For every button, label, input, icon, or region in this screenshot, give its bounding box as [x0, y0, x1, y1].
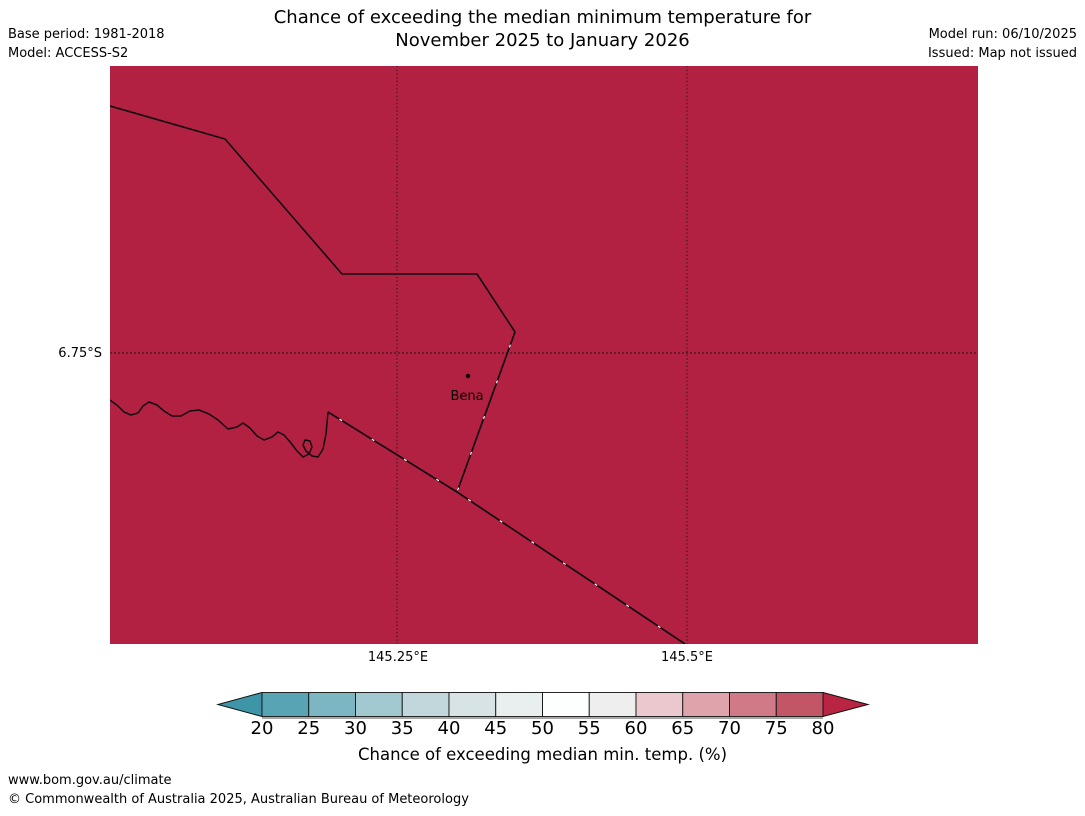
- colorbar-tick-label: 80: [811, 718, 835, 739]
- bena-marker-dot: [465, 373, 471, 379]
- colorbar-tick-label: 50: [531, 718, 554, 739]
- colorbar-segment: [401, 692, 450, 717]
- colorbar-segment: [682, 692, 730, 717]
- colorbar-segment: [308, 692, 356, 717]
- district-border-line: [109, 105, 516, 333]
- colorbar-tick-label: 35: [390, 718, 414, 739]
- map-svg: Bena: [109, 66, 978, 645]
- lon-axis-label-145-25: 145.25°E: [367, 650, 429, 665]
- lat-axis-label: 6.75°S: [58, 346, 102, 361]
- colorbar-svg: [216, 691, 870, 719]
- colorbar-tick-label: 45: [484, 718, 508, 739]
- colorbar-tick-label: 25: [297, 718, 321, 739]
- bom-url-text: www.bom.gov.au/climate: [8, 773, 172, 788]
- map-fill: [110, 66, 978, 644]
- page-title: Chance of exceeding the median minimum t…: [0, 6, 1085, 52]
- issued-text: Issued: Map not issued: [927, 46, 1077, 61]
- run-info-block: Model run: 06/10/2025 Issued: Map not is…: [928, 25, 1077, 63]
- colorbar-right-arrow: [822, 691, 870, 718]
- colorbar-tick-label: 20: [250, 718, 274, 739]
- colorbar-caption: Chance of exceeding median min. temp. (%…: [357, 745, 728, 764]
- map-canvas: Bena: [109, 66, 978, 645]
- colorbar-segment: [448, 692, 497, 717]
- title-line-2: November 2025 to January 2026: [395, 30, 690, 51]
- title-line-1: Chance of exceeding the median minimum t…: [273, 7, 812, 28]
- colorbar-tick-label: 55: [577, 718, 601, 739]
- colorbar-segment: [635, 692, 684, 717]
- colorbar-tick-labels: 20 25 30 35 40 45 50 55 60 65 70 75 80: [215, 718, 872, 740]
- colorbar-tick-label: 60: [624, 718, 648, 739]
- colorbar-tick-label: 70: [718, 718, 741, 739]
- colorbar-tick-label: 65: [671, 718, 695, 739]
- river-line: [109, 399, 329, 458]
- model-name-text: Model: ACCESS-S2: [8, 46, 129, 61]
- bena-label: Bena: [450, 389, 483, 404]
- colorbar-segment: [542, 692, 590, 717]
- lon-axis-label-145-5: 145.5°E: [661, 650, 713, 665]
- colorbar-segment: [355, 692, 403, 717]
- model-run-text: Model run: 06/10/2025: [928, 27, 1077, 42]
- colorbar-tick-label: 75: [764, 718, 788, 739]
- copyright-text: © Commonwealth of Australia 2025, Austra…: [8, 792, 469, 807]
- colorbar-tick-label: 40: [437, 718, 461, 739]
- colorbar-segment: [729, 692, 777, 717]
- colorbar-segment: [495, 692, 543, 717]
- colorbar-tick-label: 30: [344, 718, 367, 739]
- base-period-text: Base period: 1981-2018: [8, 27, 165, 42]
- colorbar-left-arrow: [216, 691, 263, 718]
- colorbar-segment: [588, 692, 637, 717]
- colorbar-segment: [261, 692, 310, 717]
- dotted-boundary-line: [327, 331, 686, 645]
- colorbar: [215, 691, 872, 721]
- model-info-block: Base period: 1981-2018 Model: ACCESS-S2: [8, 25, 165, 63]
- colorbar-segment: [775, 692, 824, 717]
